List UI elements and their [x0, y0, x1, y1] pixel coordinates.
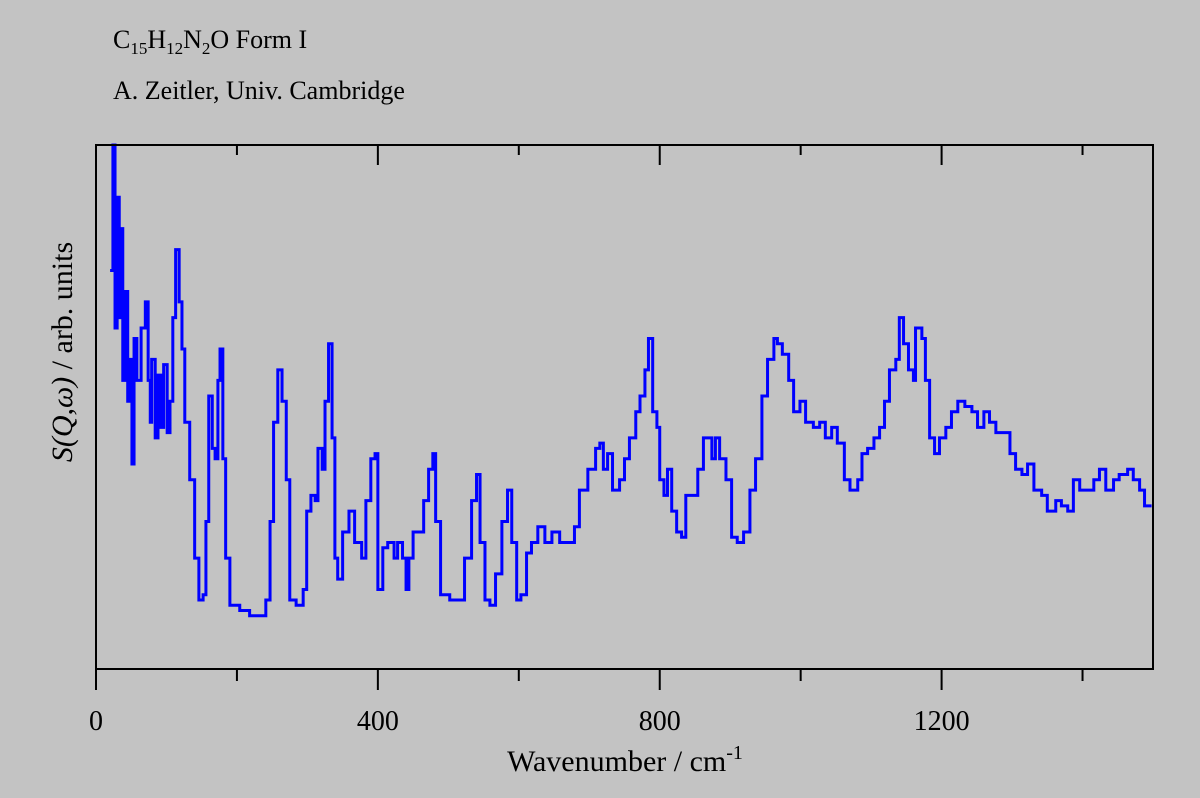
spectrum-line — [110, 143, 1152, 618]
x-axis-ticks: 0 400 800 1200 — [89, 145, 1084, 737]
y-axis-label: S(Q,ω) / arb. units — [46, 242, 79, 462]
plot-frame — [95, 144, 1154, 670]
chart-subtitle: A. Zeitler, Univ. Cambridge — [113, 76, 405, 105]
x-axis-label: Wavenumber / cm-1 — [507, 742, 743, 778]
x-tick-label: 0 — [89, 706, 103, 737]
x-tick-label: 1200 — [914, 706, 970, 737]
chart-title: C15H12N2O Form I — [113, 25, 307, 58]
x-tick-label: 400 — [357, 706, 399, 737]
x-tick-label: 800 — [639, 706, 681, 737]
plot-area — [110, 143, 1152, 618]
